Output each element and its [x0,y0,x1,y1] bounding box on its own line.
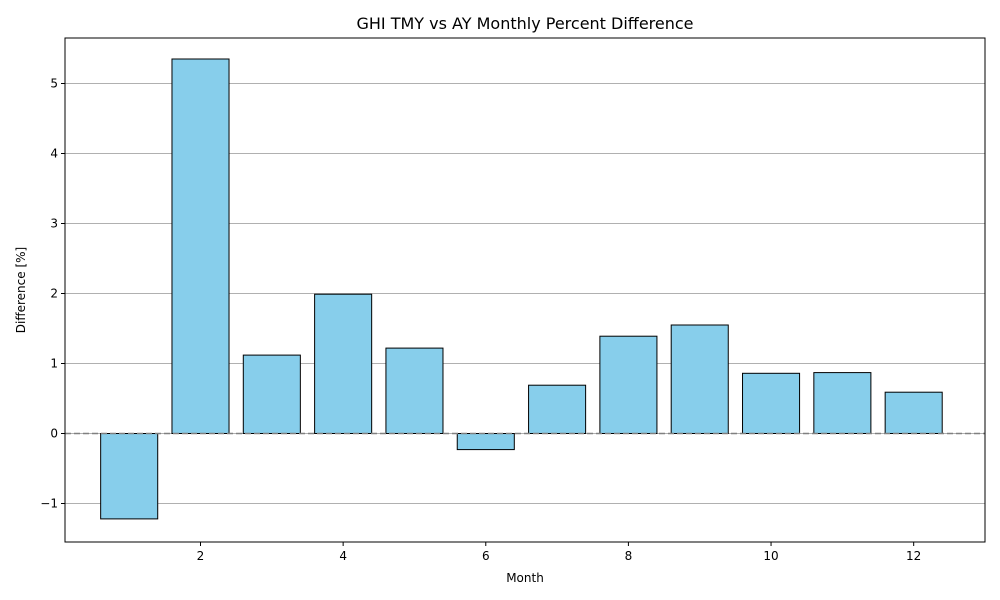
y-tick-label: 1 [50,357,58,371]
bar-month-10 [742,372,801,434]
x-axis-label: Month [506,571,544,585]
y-tick-label: 3 [50,217,58,231]
x-tick-label: 6 [482,549,490,563]
bar-month-2 [171,58,230,434]
bar-month-8 [599,335,658,435]
x-axis-ticks: 2 4 6 8 10 12 [197,542,921,563]
bar-month-11 [813,372,872,435]
y-tick-label: −1 [40,497,58,511]
plot-area-frame [64,37,986,543]
chart-title: GHI TMY vs AY Monthly Percent Difference [356,14,693,33]
bar-month-12 [884,391,943,435]
y-tick-label: 2 [50,287,58,301]
bar-month-6 [456,433,515,451]
y-axis-ticks: −1 0 1 2 3 4 5 [40,77,65,511]
x-tick-label: 12 [906,549,921,563]
bar-month-1 [100,433,159,520]
bar-month-3 [242,354,301,435]
bar-month-5 [385,347,444,435]
y-tick-label: 5 [50,77,58,91]
y-tick-label: 0 [50,427,58,441]
bar-month-7 [528,384,587,435]
bar-month-4 [314,293,373,435]
bars [100,58,943,520]
x-tick-label: 8 [625,549,633,563]
y-tick-label: 4 [50,147,58,161]
x-tick-label: 2 [197,549,205,563]
y-axis-label: Difference [%] [14,247,28,333]
x-tick-label: 4 [339,549,347,563]
x-tick-label: 10 [763,549,778,563]
bar-month-9 [670,324,729,434]
